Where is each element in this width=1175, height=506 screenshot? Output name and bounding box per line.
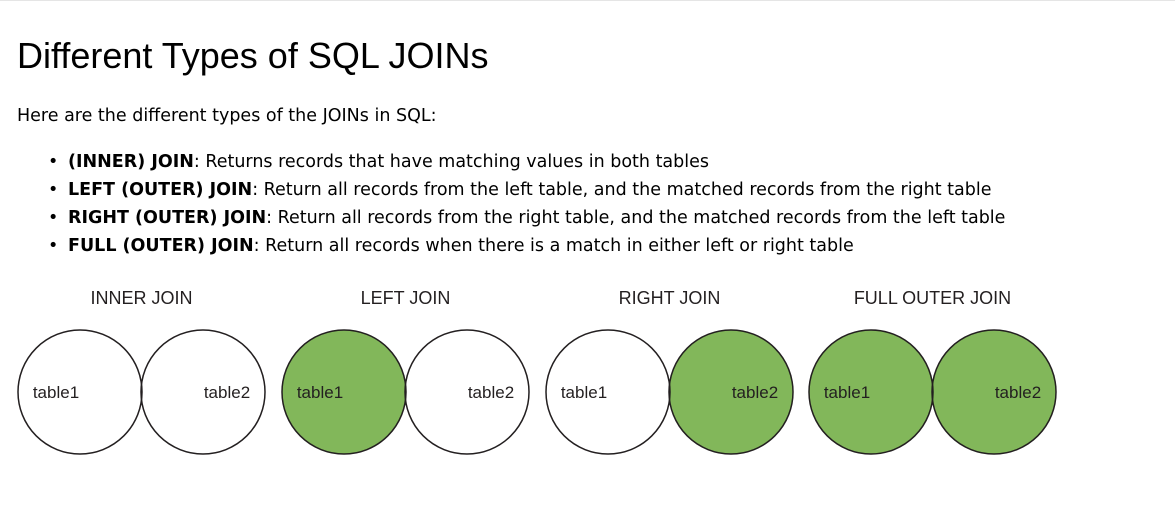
- left-table-label: table1: [33, 383, 79, 402]
- right-circle-outline: [668, 329, 794, 455]
- left-table-label: table1: [824, 383, 870, 402]
- bullet: •: [48, 152, 59, 172]
- join-term: FULL (OUTER) JOIN: [68, 236, 254, 256]
- right-table-label: table2: [732, 383, 778, 402]
- left-circle-outline: [808, 329, 934, 455]
- venn-title: LEFT JOIN: [361, 288, 451, 308]
- left-circle-fill: [809, 330, 933, 454]
- bullet: •: [48, 208, 59, 228]
- list-item-inner-join: • (INNER) JOIN: Returns records that hav…: [48, 150, 1005, 178]
- right-table-label: table2: [204, 383, 250, 402]
- venn-title: FULL OUTER JOIN: [854, 288, 1011, 308]
- right-table-label: table2: [995, 383, 1041, 402]
- top-divider: [0, 0, 1175, 1]
- join-venn-diagrams: INNER JOIN table1 table2 LEFT JOIN table1 tab…: [17, 288, 1057, 455]
- join-description: : Returns records that have matching val…: [193, 152, 710, 172]
- right-circle-fill: [932, 330, 1056, 454]
- venn-inner-join: INNER JOIN table1 table2: [17, 288, 266, 455]
- left-table-label: table1: [297, 383, 343, 402]
- right-table-label: table2: [468, 383, 514, 402]
- join-term: (INNER) JOIN: [68, 152, 194, 172]
- venn-title: RIGHT JOIN: [619, 288, 721, 308]
- list-item-left-join: • LEFT (OUTER) JOIN: Return all records …: [48, 178, 1005, 206]
- join-term: RIGHT (OUTER) JOIN: [68, 208, 267, 228]
- left-circle-outline: [545, 329, 671, 455]
- left-circle-outline: [281, 329, 407, 455]
- right-circle-outline: [404, 329, 530, 455]
- left-table-label: table1: [561, 383, 607, 402]
- page-title: Different Types of SQL JOINs: [17, 35, 489, 76]
- left-circle-fill: [282, 330, 406, 454]
- join-description: : Return all records from the right tabl…: [266, 208, 1006, 228]
- list-item-right-join: • RIGHT (OUTER) JOIN: Return all records…: [48, 206, 1006, 234]
- venn-title: INNER JOIN: [90, 288, 192, 308]
- list-item-full-join: • FULL (OUTER) JOIN: Return all records …: [48, 234, 1005, 262]
- bullet: •: [48, 180, 59, 200]
- join-description: : Return all records when there is a mat…: [253, 236, 854, 256]
- join-description: : Return all records from the left table…: [252, 180, 992, 200]
- venn-left-join: LEFT JOIN table1 table2: [281, 288, 530, 455]
- venn-full-outer-join: FULL OUTER JOIN table1 table2: [808, 288, 1057, 455]
- right-circle-fill: [669, 330, 793, 454]
- join-term: LEFT (OUTER) JOIN: [68, 180, 253, 200]
- venn-right-join: RIGHT JOIN table1 table2: [545, 288, 794, 455]
- right-circle-outline: [931, 329, 1057, 455]
- intro-text: Here are the different types of the JOIN…: [17, 106, 437, 126]
- join-types-list: • (INNER) JOIN: Returns records that hav…: [48, 150, 1006, 262]
- left-circle-outline: [17, 329, 143, 455]
- bullet: •: [48, 236, 59, 256]
- right-circle-outline: [140, 329, 266, 455]
